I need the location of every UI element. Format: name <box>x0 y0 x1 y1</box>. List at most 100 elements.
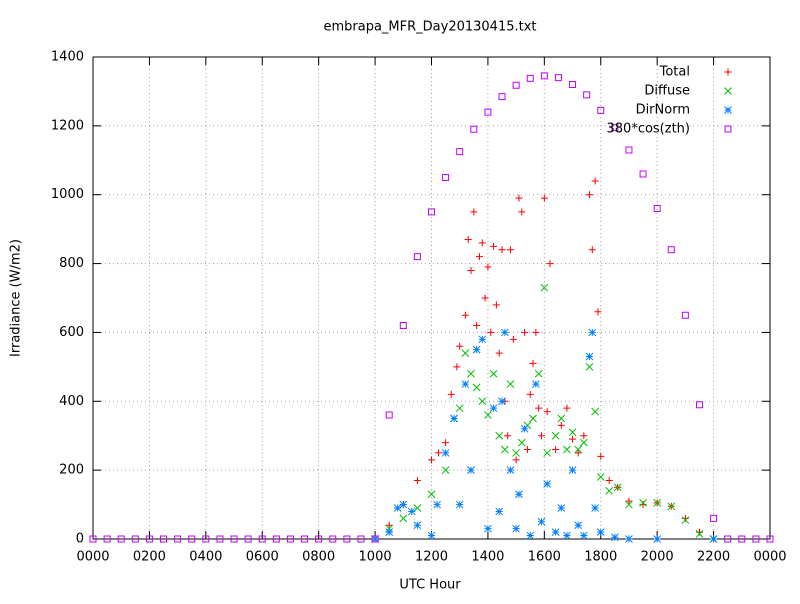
data-point <box>568 428 577 437</box>
data-point <box>579 531 588 540</box>
data-point <box>464 235 472 243</box>
x-tick-label: 0200 <box>133 550 166 565</box>
data-point <box>202 535 210 543</box>
data-point <box>413 476 421 484</box>
data-point <box>709 535 718 543</box>
data-point <box>752 535 760 543</box>
x-tick-label: 0800 <box>302 550 335 565</box>
legend-label: DirNorm <box>636 103 690 118</box>
data-point <box>557 504 566 512</box>
data-point <box>639 170 647 178</box>
data-point <box>695 529 704 538</box>
y-tick-label: 1400 <box>51 50 84 65</box>
data-point <box>393 504 402 512</box>
data-point <box>639 498 647 507</box>
legend-marker <box>724 125 732 133</box>
data-point <box>456 148 464 156</box>
data-point <box>523 445 531 453</box>
data-point <box>174 535 182 543</box>
data-point <box>504 432 512 440</box>
data-point <box>498 246 506 254</box>
data-point <box>495 507 504 516</box>
data-point <box>407 507 416 516</box>
data-point <box>568 466 577 474</box>
data-point <box>515 194 523 202</box>
data-point <box>435 449 443 457</box>
data-point <box>695 401 703 409</box>
legend-label: Total <box>659 65 690 80</box>
data-point <box>766 535 774 543</box>
data-point <box>413 504 422 512</box>
data-point <box>653 204 661 212</box>
data-point <box>456 342 464 350</box>
data-point <box>329 535 337 543</box>
data-point <box>543 480 552 488</box>
x-tick-label: 1800 <box>584 550 617 565</box>
data-point <box>591 407 599 416</box>
data-point <box>518 208 526 216</box>
data-point <box>461 349 470 357</box>
data-point <box>535 404 543 412</box>
data-point <box>557 414 566 423</box>
data-point <box>574 445 583 454</box>
data-point <box>230 535 238 543</box>
data-point <box>495 431 504 440</box>
data-point <box>455 404 464 413</box>
data-point <box>461 311 469 319</box>
data-point <box>540 72 548 80</box>
data-point <box>551 528 560 536</box>
x-axis-label: UTC Hour <box>399 578 461 593</box>
data-point <box>472 383 481 392</box>
legend-marker <box>724 87 732 95</box>
data-point <box>244 535 252 543</box>
data-point <box>512 449 520 457</box>
data-point <box>579 438 588 447</box>
x-tick-label: 0000 <box>76 550 109 565</box>
y-tick-label: 0 <box>76 532 84 547</box>
data-point <box>563 445 571 454</box>
data-point <box>484 411 492 419</box>
data-point <box>585 363 594 371</box>
data-point <box>506 466 515 474</box>
data-point <box>427 490 436 499</box>
data-point <box>413 253 421 261</box>
data-point <box>492 301 500 309</box>
y-tick-label: 400 <box>59 394 84 409</box>
data-point <box>475 253 483 261</box>
data-point <box>441 466 450 474</box>
data-point <box>543 408 551 416</box>
data-point <box>441 449 450 457</box>
data-point <box>89 535 97 543</box>
legend-label: Diffuse <box>644 84 690 99</box>
data-point <box>569 435 577 443</box>
x-tick-label: 2000 <box>641 550 674 565</box>
data-point <box>515 490 523 499</box>
data-point <box>512 456 520 464</box>
data-point <box>591 504 599 512</box>
data-point <box>470 208 478 216</box>
data-point <box>399 322 407 330</box>
data-point <box>489 369 498 378</box>
data-point <box>473 322 481 330</box>
data-point <box>506 246 514 254</box>
y-tick-label: 600 <box>59 325 84 340</box>
data-point <box>490 242 498 250</box>
data-point <box>495 349 503 357</box>
y-tick-label: 200 <box>59 463 84 478</box>
data-point <box>543 449 552 457</box>
data-point <box>611 124 619 132</box>
data-point <box>500 328 509 337</box>
data-point <box>594 308 602 316</box>
data-point <box>478 239 486 247</box>
data-point <box>506 380 515 388</box>
data-point <box>546 260 554 268</box>
legend-label: 380*cos(zth) <box>607 122 691 137</box>
data-point <box>315 535 323 543</box>
data-point <box>537 517 546 526</box>
data-point <box>681 311 689 319</box>
data-point <box>487 328 495 336</box>
x-tick-label: 1200 <box>415 550 448 565</box>
data-point <box>681 516 690 524</box>
data-point <box>371 535 379 543</box>
